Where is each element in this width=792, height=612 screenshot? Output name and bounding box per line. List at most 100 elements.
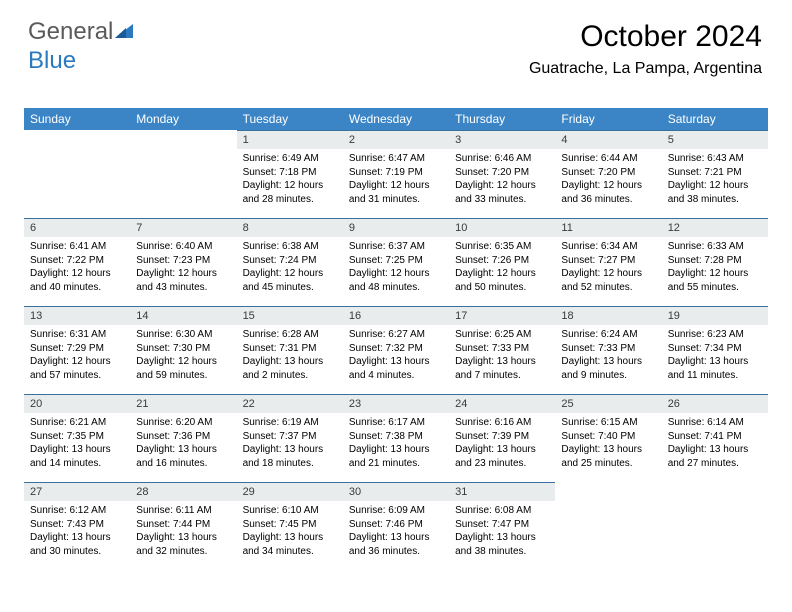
day-details: Sunrise: 6:14 AMSunset: 7:41 PMDaylight:… bbox=[662, 413, 768, 474]
calendar-day-cell: 15Sunrise: 6:28 AMSunset: 7:31 PMDayligh… bbox=[237, 306, 343, 394]
day-number: 31 bbox=[449, 482, 555, 501]
calendar-day-cell: 21Sunrise: 6:20 AMSunset: 7:36 PMDayligh… bbox=[130, 394, 236, 482]
day-number: 30 bbox=[343, 482, 449, 501]
calendar-day-cell: 7Sunrise: 6:40 AMSunset: 7:23 PMDaylight… bbox=[130, 218, 236, 306]
calendar-day-cell: 24Sunrise: 6:16 AMSunset: 7:39 PMDayligh… bbox=[449, 394, 555, 482]
calendar-body: 1Sunrise: 6:49 AMSunset: 7:18 PMDaylight… bbox=[24, 130, 768, 570]
day-number: 4 bbox=[555, 130, 661, 149]
calendar-day-cell: 25Sunrise: 6:15 AMSunset: 7:40 PMDayligh… bbox=[555, 394, 661, 482]
day-number: 7 bbox=[130, 218, 236, 237]
day-number: 2 bbox=[343, 130, 449, 149]
day-number: 13 bbox=[24, 306, 130, 325]
day-number: 19 bbox=[662, 306, 768, 325]
day-details: Sunrise: 6:12 AMSunset: 7:43 PMDaylight:… bbox=[24, 501, 130, 562]
calendar-day-cell: 31Sunrise: 6:08 AMSunset: 7:47 PMDayligh… bbox=[449, 482, 555, 570]
calendar-day-cell: 3Sunrise: 6:46 AMSunset: 7:20 PMDaylight… bbox=[449, 130, 555, 218]
weekday-header: Sunday bbox=[24, 108, 130, 130]
calendar-day-cell: 10Sunrise: 6:35 AMSunset: 7:26 PMDayligh… bbox=[449, 218, 555, 306]
day-number: 11 bbox=[555, 218, 661, 237]
logo-sail-icon bbox=[115, 19, 137, 47]
day-number: 15 bbox=[237, 306, 343, 325]
calendar-week-row: 27Sunrise: 6:12 AMSunset: 7:43 PMDayligh… bbox=[24, 482, 768, 570]
day-details: Sunrise: 6:23 AMSunset: 7:34 PMDaylight:… bbox=[662, 325, 768, 386]
day-details: Sunrise: 6:34 AMSunset: 7:27 PMDaylight:… bbox=[555, 237, 661, 298]
calendar-day-cell: 11Sunrise: 6:34 AMSunset: 7:27 PMDayligh… bbox=[555, 218, 661, 306]
logo-text-2: Blue bbox=[28, 47, 76, 74]
day-number: 18 bbox=[555, 306, 661, 325]
month-title: October 2024 bbox=[529, 20, 762, 54]
day-details: Sunrise: 6:27 AMSunset: 7:32 PMDaylight:… bbox=[343, 325, 449, 386]
day-number: 10 bbox=[449, 218, 555, 237]
calendar-week-row: 6Sunrise: 6:41 AMSunset: 7:22 PMDaylight… bbox=[24, 218, 768, 306]
calendar-day-cell: 4Sunrise: 6:44 AMSunset: 7:20 PMDaylight… bbox=[555, 130, 661, 218]
calendar-day-cell: 27Sunrise: 6:12 AMSunset: 7:43 PMDayligh… bbox=[24, 482, 130, 570]
day-number: 27 bbox=[24, 482, 130, 501]
calendar-day-cell bbox=[662, 482, 768, 570]
day-details: Sunrise: 6:10 AMSunset: 7:45 PMDaylight:… bbox=[237, 501, 343, 562]
day-details: Sunrise: 6:35 AMSunset: 7:26 PMDaylight:… bbox=[449, 237, 555, 298]
day-number: 5 bbox=[662, 130, 768, 149]
day-details: Sunrise: 6:33 AMSunset: 7:28 PMDaylight:… bbox=[662, 237, 768, 298]
day-number: 29 bbox=[237, 482, 343, 501]
calendar-day-cell: 23Sunrise: 6:17 AMSunset: 7:38 PMDayligh… bbox=[343, 394, 449, 482]
day-number: 24 bbox=[449, 394, 555, 413]
day-details: Sunrise: 6:19 AMSunset: 7:37 PMDaylight:… bbox=[237, 413, 343, 474]
day-details: Sunrise: 6:20 AMSunset: 7:36 PMDaylight:… bbox=[130, 413, 236, 474]
weekday-header: Saturday bbox=[662, 108, 768, 130]
calendar-day-cell: 26Sunrise: 6:14 AMSunset: 7:41 PMDayligh… bbox=[662, 394, 768, 482]
day-details: Sunrise: 6:09 AMSunset: 7:46 PMDaylight:… bbox=[343, 501, 449, 562]
day-details: Sunrise: 6:08 AMSunset: 7:47 PMDaylight:… bbox=[449, 501, 555, 562]
location: Guatrache, La Pampa, Argentina bbox=[529, 60, 762, 78]
calendar-week-row: 20Sunrise: 6:21 AMSunset: 7:35 PMDayligh… bbox=[24, 394, 768, 482]
day-number: 28 bbox=[130, 482, 236, 501]
day-number: 16 bbox=[343, 306, 449, 325]
calendar-day-cell: 17Sunrise: 6:25 AMSunset: 7:33 PMDayligh… bbox=[449, 306, 555, 394]
calendar-day-cell: 9Sunrise: 6:37 AMSunset: 7:25 PMDaylight… bbox=[343, 218, 449, 306]
calendar-day-cell: 13Sunrise: 6:31 AMSunset: 7:29 PMDayligh… bbox=[24, 306, 130, 394]
weekday-header: Thursday bbox=[449, 108, 555, 130]
calendar-day-cell: 2Sunrise: 6:47 AMSunset: 7:19 PMDaylight… bbox=[343, 130, 449, 218]
calendar-day-cell: 28Sunrise: 6:11 AMSunset: 7:44 PMDayligh… bbox=[130, 482, 236, 570]
calendar-table: SundayMondayTuesdayWednesdayThursdayFrid… bbox=[24, 108, 768, 570]
day-details: Sunrise: 6:41 AMSunset: 7:22 PMDaylight:… bbox=[24, 237, 130, 298]
calendar-day-cell: 29Sunrise: 6:10 AMSunset: 7:45 PMDayligh… bbox=[237, 482, 343, 570]
day-number: 23 bbox=[343, 394, 449, 413]
day-details: Sunrise: 6:25 AMSunset: 7:33 PMDaylight:… bbox=[449, 325, 555, 386]
weekday-header-row: SundayMondayTuesdayWednesdayThursdayFrid… bbox=[24, 108, 768, 130]
day-details: Sunrise: 6:17 AMSunset: 7:38 PMDaylight:… bbox=[343, 413, 449, 474]
calendar-day-cell: 30Sunrise: 6:09 AMSunset: 7:46 PMDayligh… bbox=[343, 482, 449, 570]
day-details: Sunrise: 6:11 AMSunset: 7:44 PMDaylight:… bbox=[130, 501, 236, 562]
day-number: 25 bbox=[555, 394, 661, 413]
day-number: 9 bbox=[343, 218, 449, 237]
day-details: Sunrise: 6:47 AMSunset: 7:19 PMDaylight:… bbox=[343, 149, 449, 210]
day-details: Sunrise: 6:49 AMSunset: 7:18 PMDaylight:… bbox=[237, 149, 343, 210]
calendar-day-cell bbox=[555, 482, 661, 570]
calendar-week-row: 13Sunrise: 6:31 AMSunset: 7:29 PMDayligh… bbox=[24, 306, 768, 394]
day-number: 26 bbox=[662, 394, 768, 413]
weekday-header: Friday bbox=[555, 108, 661, 130]
day-details: Sunrise: 6:21 AMSunset: 7:35 PMDaylight:… bbox=[24, 413, 130, 474]
calendar-day-cell: 16Sunrise: 6:27 AMSunset: 7:32 PMDayligh… bbox=[343, 306, 449, 394]
calendar-day-cell: 22Sunrise: 6:19 AMSunset: 7:37 PMDayligh… bbox=[237, 394, 343, 482]
day-number: 6 bbox=[24, 218, 130, 237]
day-details: Sunrise: 6:31 AMSunset: 7:29 PMDaylight:… bbox=[24, 325, 130, 386]
logo: General Blue bbox=[28, 18, 137, 75]
calendar-day-cell bbox=[130, 130, 236, 218]
day-details: Sunrise: 6:46 AMSunset: 7:20 PMDaylight:… bbox=[449, 149, 555, 210]
day-details: Sunrise: 6:37 AMSunset: 7:25 PMDaylight:… bbox=[343, 237, 449, 298]
day-number: 20 bbox=[24, 394, 130, 413]
day-number: 14 bbox=[130, 306, 236, 325]
day-details: Sunrise: 6:28 AMSunset: 7:31 PMDaylight:… bbox=[237, 325, 343, 386]
day-number: 3 bbox=[449, 130, 555, 149]
day-number: 12 bbox=[662, 218, 768, 237]
calendar-day-cell: 12Sunrise: 6:33 AMSunset: 7:28 PMDayligh… bbox=[662, 218, 768, 306]
day-details: Sunrise: 6:40 AMSunset: 7:23 PMDaylight:… bbox=[130, 237, 236, 298]
calendar-week-row: 1Sunrise: 6:49 AMSunset: 7:18 PMDaylight… bbox=[24, 130, 768, 218]
calendar-day-cell: 20Sunrise: 6:21 AMSunset: 7:35 PMDayligh… bbox=[24, 394, 130, 482]
day-number: 17 bbox=[449, 306, 555, 325]
calendar-day-cell bbox=[24, 130, 130, 218]
day-number: 22 bbox=[237, 394, 343, 413]
calendar-day-cell: 18Sunrise: 6:24 AMSunset: 7:33 PMDayligh… bbox=[555, 306, 661, 394]
weekday-header: Wednesday bbox=[343, 108, 449, 130]
weekday-header: Tuesday bbox=[237, 108, 343, 130]
